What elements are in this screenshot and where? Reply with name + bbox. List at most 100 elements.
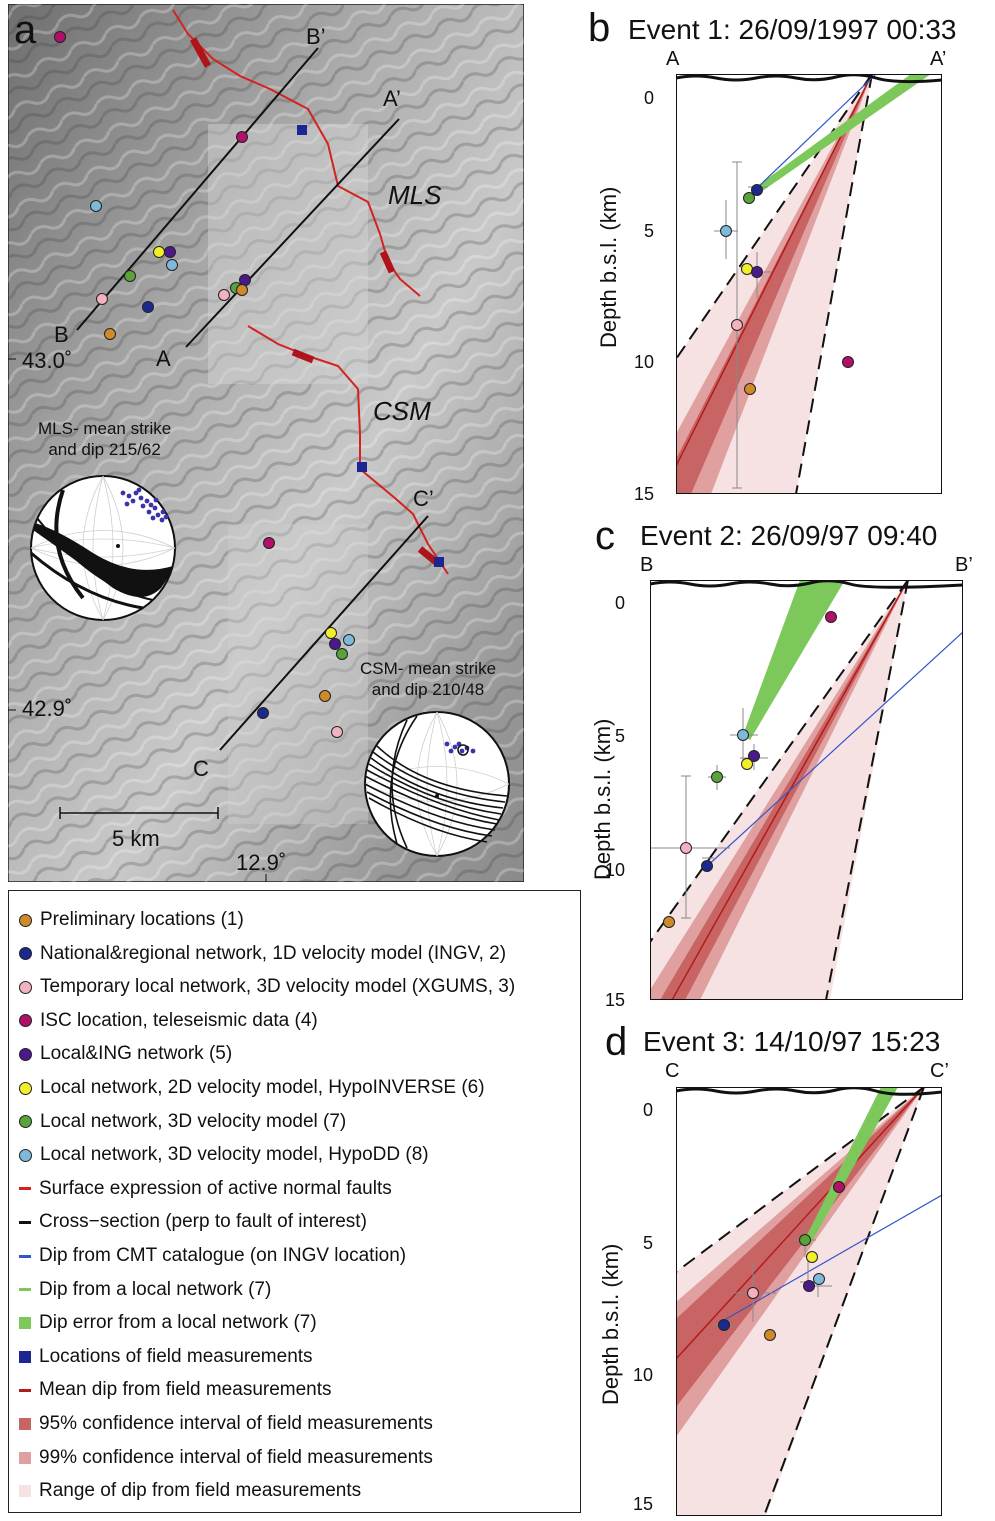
legend-item: Local network, 3D velocity model (7): [19, 1107, 346, 1137]
section-end-b-prime: B’: [306, 24, 326, 49]
legend-label: Surface expression of active normal faul…: [39, 1177, 392, 1199]
lat-label-43: 43.0˚: [22, 348, 73, 373]
legend-label: Temporary local network, 3D velocity mod…: [40, 976, 516, 998]
legend-swatch: [19, 1288, 31, 1292]
legend-item: 95% confidence interval of field measure…: [19, 1409, 433, 1439]
panel-d-title: Event 3: 14/10/97 15:23: [643, 1026, 941, 1057]
stereonet-csm-caption: CSM- mean strike and dip 210/48: [360, 659, 497, 699]
panel-d-ytick-15: 15: [633, 1494, 654, 1514]
legend-item: Local network, 3D velocity model, HypoDD…: [19, 1140, 429, 1170]
section-end-c: C: [193, 756, 209, 781]
legend-swatch: [19, 1220, 31, 1224]
legend-swatch: [19, 1081, 32, 1095]
legend-swatch: [19, 1047, 32, 1061]
legend-item: National&regional network, 1D velocity m…: [19, 939, 506, 969]
stereonet-mls-caption: MLS- mean strike and dip 215/62: [38, 419, 172, 459]
panel-c-left-end: B: [640, 554, 654, 576]
legend-item: Dip from CMT catalogue (on INGV location…: [19, 1241, 406, 1271]
legend-label: Range of dip from field measurements: [39, 1480, 362, 1502]
panel-b-ytick-15: 15: [634, 484, 655, 504]
panel-d-ytick-0: 0: [643, 1100, 654, 1120]
legend-label: Dip from CMT catalogue (on INGV location…: [39, 1245, 407, 1266]
panel-c-ytick-10: 10: [605, 860, 626, 880]
legend-label: Local network, 3D velocity model (7): [40, 1110, 347, 1132]
panel-d-label: d: [605, 1020, 628, 1064]
lon-label: 12.9˚: [236, 850, 287, 875]
panel-b-ytick-5: 5: [644, 221, 655, 241]
legend-swatch: [19, 1485, 31, 1498]
section-end-c-prime: C’: [413, 486, 434, 511]
legend-swatch: [19, 947, 32, 961]
legend-swatch: [19, 980, 32, 994]
legend-item: Local network, 2D velocity model, HypoIN…: [19, 1073, 485, 1103]
panel-b-title: Event 1: 26/09/1997 00:33: [628, 14, 957, 45]
legend-item: Dip from a local network (7): [19, 1275, 271, 1305]
legend-item: Temporary local network, 3D velocity mod…: [19, 972, 515, 1002]
fault-label-mls: MLS: [388, 180, 442, 210]
legend-swatch: [19, 1014, 32, 1028]
legend-item: ISC location, teleseismic data (4): [19, 1006, 318, 1036]
legend-item: Locations of field measurements: [19, 1342, 313, 1372]
legend-item: Surface expression of active normal faul…: [19, 1174, 392, 1204]
legend-label: Cross−section (perp to fault of interest…: [39, 1211, 367, 1233]
legend-swatch: [19, 1418, 31, 1430]
panel-c-right-end: B’: [955, 554, 973, 576]
legend-label: Dip error from a local network (7): [39, 1312, 317, 1334]
panel-a-map: a B’ A’ B A C’ C MLS CSM 43.0˚ 42.9˚ 12.…: [7, 3, 525, 883]
panel-c-ytick-0: 0: [615, 593, 626, 613]
legend-label: Dip from a local network (7): [39, 1278, 272, 1300]
panel-c-ytick-5: 5: [615, 726, 626, 746]
legend-label: Mean dip from field measurements: [39, 1379, 332, 1401]
panel-d-plot: [675, 1086, 943, 1517]
scale-bar-label: 5 km: [112, 826, 160, 851]
section-end-a-prime: A’: [383, 86, 401, 111]
legend-label: Locations of field measurements: [39, 1345, 313, 1367]
panel-d-left-end: C: [665, 1060, 680, 1082]
legend-item: Range of dip from field measurements: [19, 1476, 361, 1506]
panel-d-right-end: C’: [930, 1060, 949, 1082]
legend-label: 99% confidence interval of field measure…: [39, 1446, 433, 1468]
legend-item: Cross−section (perp to fault of interest…: [19, 1207, 367, 1237]
legend-item: 99% confidence interval of field measure…: [19, 1443, 433, 1473]
legend-item: Mean dip from field measurements: [19, 1375, 332, 1405]
legend-swatch: [19, 1115, 32, 1129]
panel-b-ytick-10: 10: [634, 352, 655, 372]
panel-c-title: Event 2: 26/09/97 09:40: [640, 520, 938, 551]
legend-item: Dip error from a local network (7): [19, 1308, 317, 1338]
legend-swatch: [19, 1187, 31, 1191]
legend-label: Local network, 2D velocity model, HypoIN…: [40, 1077, 485, 1098]
shaded-relief-map: [7, 3, 525, 883]
panel-c-ytick-15: 15: [605, 990, 626, 1010]
lat-label-42-9: 42.9˚: [22, 696, 73, 721]
legend-label: Local network, 3D velocity model, HypoDD…: [40, 1144, 429, 1166]
legend-box: Preliminary locations (1) National&region…: [8, 890, 581, 1513]
section-end-b: B: [54, 322, 69, 347]
legend-swatch: [19, 1148, 32, 1162]
legend-swatch: [19, 913, 32, 927]
fault-label-csm: CSM: [373, 396, 431, 426]
panel-b-ylabel: Depth b.s.l. (km): [596, 186, 621, 348]
legend-label: Local&ING network (5): [40, 1043, 233, 1065]
panel-d-ytick-10: 10: [633, 1365, 654, 1385]
panel-b-label: b: [588, 6, 611, 50]
legend-label: 95% confidence interval of field measure…: [39, 1413, 433, 1434]
panel-d-ytick-5: 5: [643, 1233, 654, 1253]
legend-swatch: [19, 1254, 31, 1258]
legend-swatch: [19, 1388, 31, 1392]
panel-d-ylabel: Depth b.s.l. (km): [598, 1243, 623, 1405]
section-end-a: A: [156, 346, 171, 371]
panel-b-plot: [675, 73, 943, 495]
legend-label: Preliminary locations (1): [40, 909, 244, 930]
panel-b-left-end: A: [666, 48, 680, 70]
legend-swatch: [19, 1350, 31, 1363]
panel-b-ytick-0: 0: [644, 88, 655, 108]
panel-b-right-end: A’: [930, 48, 947, 70]
stereonet-mls: [30, 475, 176, 621]
legend-label: ISC location, teleseismic data (4): [40, 1009, 318, 1031]
legend-swatch: [19, 1317, 31, 1330]
panel-c-ylabel: Depth b.s.l. (km): [590, 718, 615, 880]
stereonet-csm: [364, 711, 510, 857]
legend-label: National&regional network, 1D velocity m…: [40, 942, 507, 964]
legend-item: Preliminary locations (1): [19, 905, 244, 935]
legend-item: Local&ING network (5): [19, 1039, 232, 1069]
